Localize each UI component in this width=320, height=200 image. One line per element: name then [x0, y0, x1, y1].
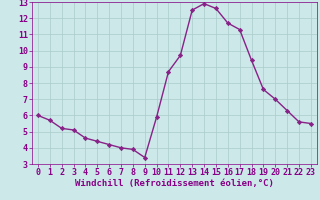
X-axis label: Windchill (Refroidissement éolien,°C): Windchill (Refroidissement éolien,°C) [75, 179, 274, 188]
